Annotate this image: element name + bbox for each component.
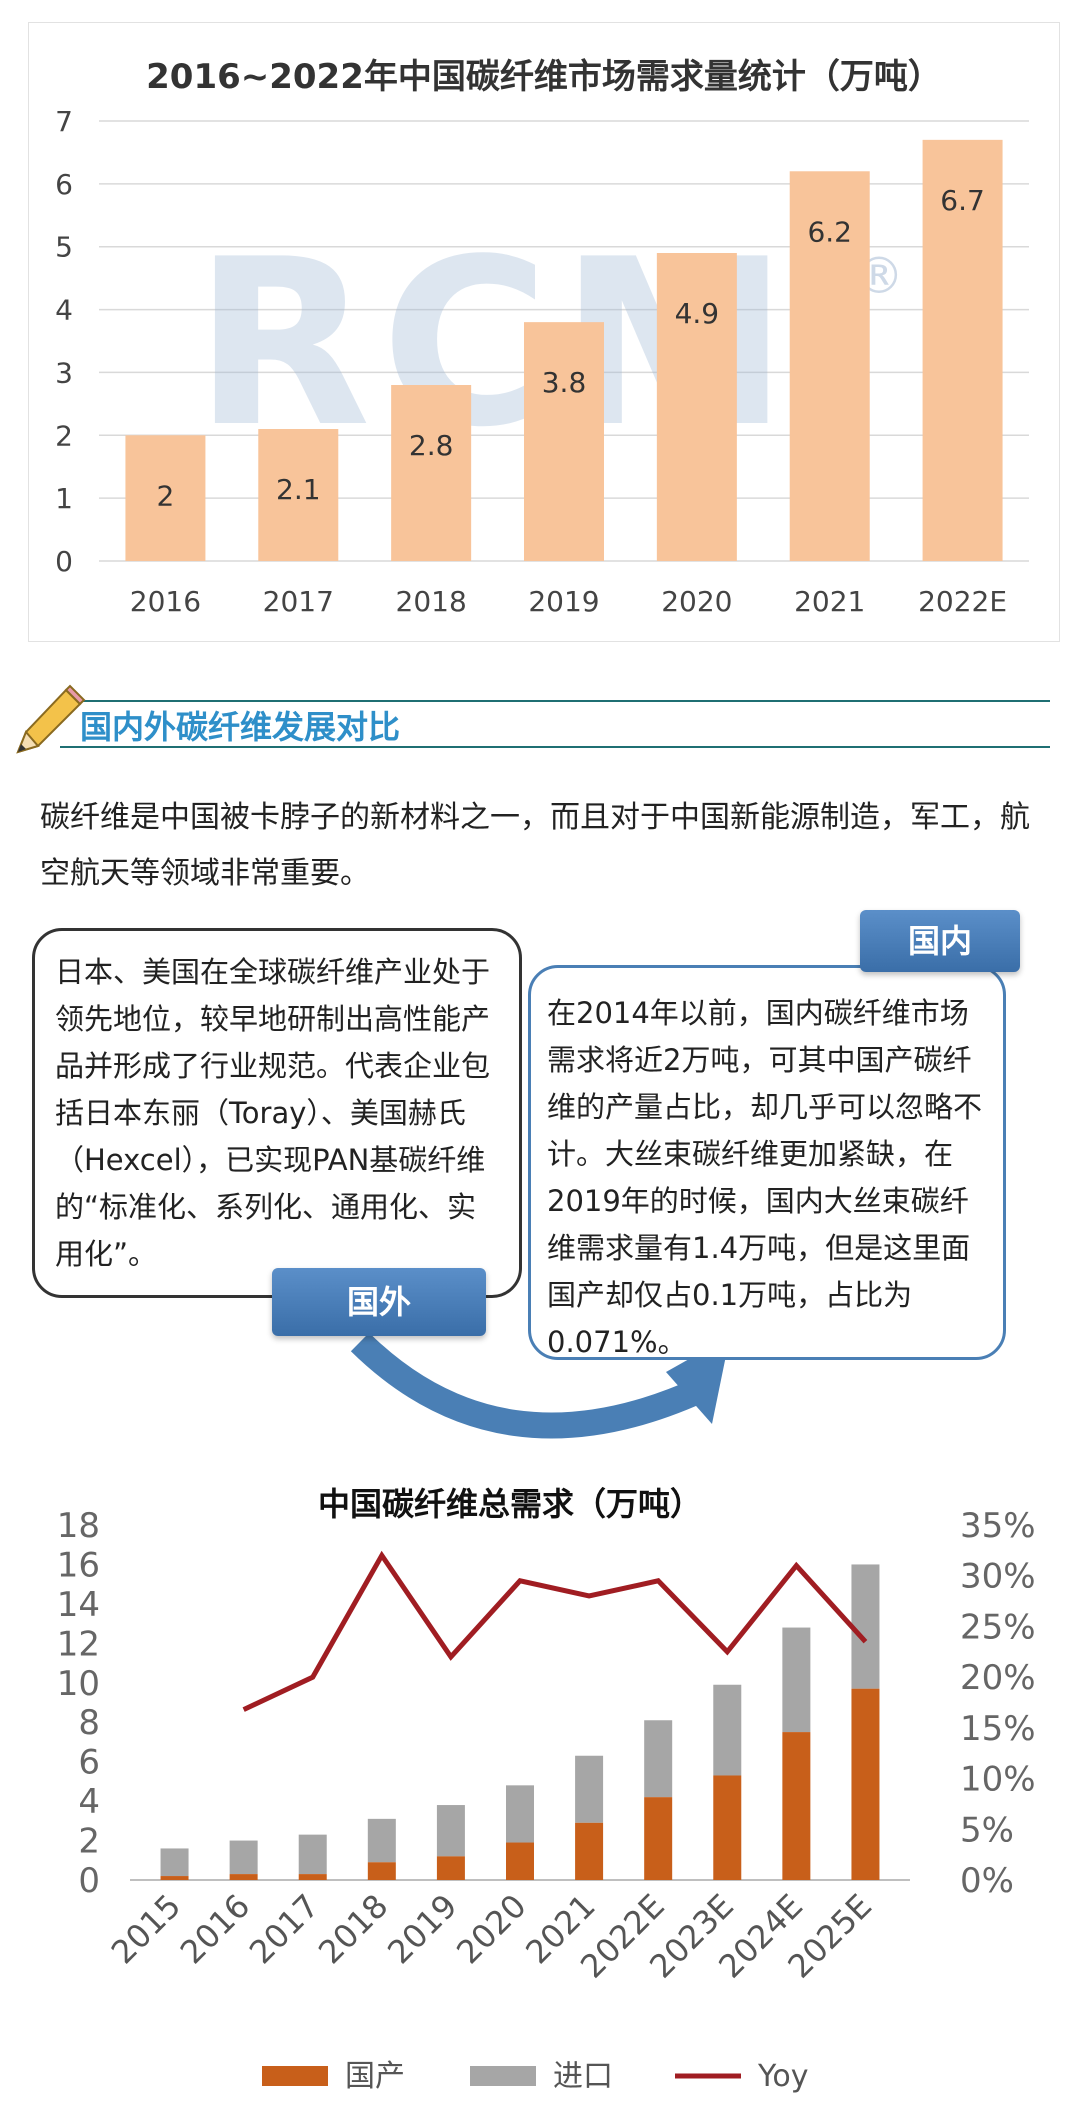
data-label: 6.7: [940, 184, 985, 217]
bar-domestic-2021: [575, 1822, 604, 1880]
section-header: 国内外碳纤维发展对比: [0, 680, 1080, 760]
chart1-plot: 01234567RCMI®220162.120172.820183.820194…: [55, 105, 1029, 618]
x-tick-label: 2020: [449, 1887, 533, 1971]
y-left-tick-label: 10: [57, 1664, 100, 1704]
x-tick-label: 2018: [311, 1887, 395, 1971]
legend-swatch-domestic: [262, 2066, 328, 2086]
x-tick-label: 2019: [380, 1887, 464, 1971]
y-left-tick-label: 14: [57, 1585, 100, 1625]
bar-import-2023E: [713, 1684, 742, 1776]
bar-domestic-2016: [229, 1874, 258, 1880]
intro-paragraph: 碳纤维是中国被卡脖子的新材料之一，而且对于中国新能源制造，军工，航空航天等领域非…: [40, 800, 1030, 891]
y-tick-label: 3: [55, 356, 73, 389]
bar-import-2020: [506, 1785, 534, 1843]
data-label: 2.8: [409, 429, 454, 462]
bar-domestic-2024E: [782, 1732, 811, 1880]
data-label: 2: [157, 479, 175, 512]
y-left-tick-label: 4: [78, 1782, 100, 1822]
legend-label-domestic: 国产: [345, 2059, 405, 2094]
y-right-tick-label: 20%: [960, 1658, 1036, 1698]
bar-import-2017: [298, 1834, 327, 1875]
bar-2022E: [922, 139, 1003, 561]
y-left-tick-label: 0: [78, 1861, 100, 1901]
bar-2017: [258, 429, 339, 561]
y-tick-label: 1: [55, 482, 73, 515]
y-tick-label: 0: [55, 545, 73, 578]
y-tick-label: 4: [55, 294, 73, 327]
chart1-title: 2016~2022年中国碳纤维市场需求量统计（万吨）: [146, 57, 942, 97]
bar-import-2024E: [782, 1627, 811, 1733]
bar-domestic-2023E: [713, 1775, 742, 1880]
foreign-info-box: 日本、美国在全球碳纤维产业处于领先地位，较早地研制出高性能产品并形成了行业规范。…: [32, 928, 522, 1298]
x-tick-label: 2018: [396, 585, 467, 618]
y-left-tick-label: 18: [57, 1506, 100, 1546]
foreign-tag: 国外: [272, 1268, 486, 1336]
y-tick-label: 7: [55, 105, 73, 138]
bar-domestic-2017: [298, 1874, 327, 1880]
x-tick-label: 2017: [263, 585, 334, 618]
bar-import-2019: [436, 1805, 465, 1857]
data-label: 6.2: [807, 215, 852, 248]
x-tick-label: 2017: [242, 1887, 326, 1971]
y-left-tick-label: 6: [78, 1743, 100, 1783]
y-tick-label: 5: [55, 231, 73, 264]
bar-import-2022E: [644, 1720, 673, 1798]
legend-label-import: 进口: [553, 2059, 613, 2094]
y-tick-label: 2: [55, 419, 73, 452]
bar-import-2016: [229, 1840, 258, 1875]
section-divider-top: [60, 700, 1050, 702]
data-label: 2.1: [276, 473, 321, 506]
bar-import-2025E: [851, 1564, 880, 1689]
pencil-icon: [16, 684, 86, 754]
bar-2021: [789, 171, 870, 562]
data-label: 4.9: [675, 297, 720, 330]
bar-2020: [656, 253, 737, 561]
y-right-tick-label: 30%: [960, 1557, 1036, 1597]
y-right-tick-label: 5%: [960, 1810, 1014, 1850]
bar-domestic-2019: [436, 1856, 465, 1880]
section-title: 国内外碳纤维发展对比: [80, 708, 401, 746]
bar-import-2021: [575, 1755, 604, 1823]
domestic-tag: 国内: [860, 910, 1020, 972]
x-tick-label: 2015: [104, 1887, 188, 1971]
chart2-title: 中国碳纤维总需求（万吨）: [318, 1485, 702, 1523]
x-tick-label: 2021: [794, 585, 865, 618]
bar-import-2015: [160, 1848, 189, 1877]
x-tick-label: 2016: [173, 1887, 257, 1971]
bar-domestic-2025E: [851, 1688, 880, 1880]
y-right-tick-label: 0%: [960, 1861, 1014, 1901]
legend-swatch-import: [470, 2066, 536, 2086]
y-right-tick-label: 35%: [960, 1506, 1036, 1546]
y-tick-label: 6: [55, 168, 73, 201]
legend-label-yoy: Yoy: [757, 2059, 808, 2094]
bar-import-2018: [367, 1818, 396, 1863]
bar-domestic-2018: [367, 1862, 396, 1880]
x-tick-label: 2019: [528, 585, 599, 618]
y-right-tick-label: 10%: [960, 1760, 1036, 1800]
bar-2016: [125, 435, 206, 561]
bar-domestic-2022E: [644, 1797, 673, 1880]
x-tick-label: 2022E: [918, 585, 1007, 618]
domestic-info-box: 在2014年以前，国内碳纤维市场需求将近2万吨，可其中国产碳纤维的产量占比，却几…: [528, 965, 1006, 1360]
bar-domestic-2020: [506, 1842, 534, 1880]
y-right-tick-label: 15%: [960, 1709, 1036, 1749]
bar-2019: [524, 322, 604, 561]
y-left-tick-label: 12: [57, 1624, 100, 1664]
data-label: 3.8: [542, 366, 587, 399]
y-left-tick-label: 16: [57, 1545, 100, 1585]
yoy-line: [242, 1550, 868, 1712]
bar-2018: [391, 385, 472, 561]
section-divider-bottom: [60, 746, 1050, 748]
bar-domestic-2015: [160, 1876, 189, 1880]
y-left-tick-label: 8: [78, 1703, 100, 1743]
y-left-tick-label: 2: [78, 1822, 100, 1862]
y-right-tick-label: 25%: [960, 1607, 1036, 1647]
demand-chart-2016-2022: 2016~2022年中国碳纤维市场需求量统计（万吨） 01234567RCMI®…: [28, 22, 1060, 642]
x-tick-label: 2020: [661, 585, 732, 618]
x-tick-label: 2016: [130, 585, 201, 618]
